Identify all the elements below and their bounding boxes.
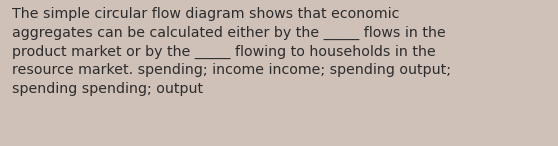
Text: The simple circular flow diagram shows that economic
aggregates can be calculate: The simple circular flow diagram shows t… [12,7,451,96]
